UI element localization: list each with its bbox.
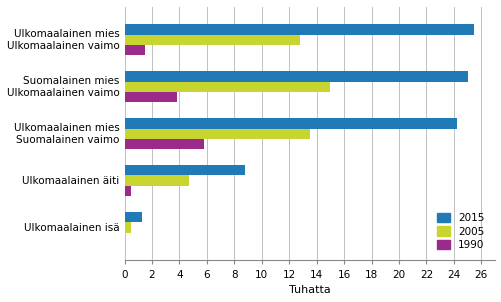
- Bar: [124, 129, 309, 139]
- Bar: [124, 186, 131, 196]
- Bar: [124, 139, 204, 149]
- Legend: 2015, 2005, 1990: 2015, 2005, 1990: [431, 208, 489, 255]
- Bar: [124, 82, 330, 92]
- Bar: [124, 118, 456, 129]
- Bar: [124, 165, 245, 175]
- Bar: [124, 45, 145, 55]
- Bar: [124, 223, 131, 233]
- Bar: [124, 35, 300, 45]
- Bar: [124, 92, 176, 102]
- Bar: [124, 175, 189, 186]
- Bar: [124, 212, 142, 223]
- Bar: [124, 24, 473, 35]
- X-axis label: Tuhatta: Tuhatta: [289, 285, 330, 295]
- Bar: [124, 71, 466, 82]
